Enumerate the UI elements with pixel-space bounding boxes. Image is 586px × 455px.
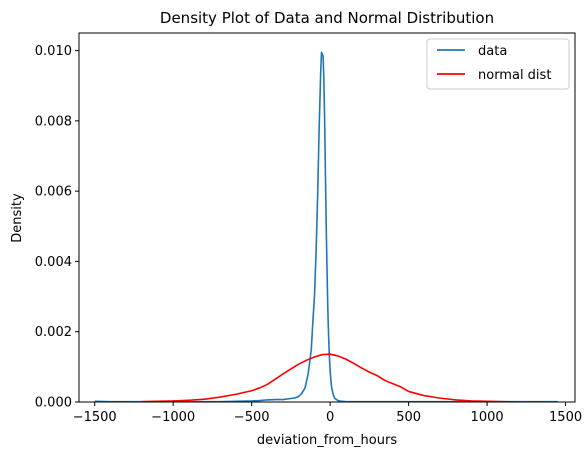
- x-tick-label: −1000: [151, 410, 195, 425]
- legend-label-normal-dist: normal dist: [478, 68, 551, 83]
- x-tick-label: −500: [234, 410, 270, 425]
- legend: data normal dist: [426, 38, 570, 90]
- x-axis-label: deviation_from_hours: [257, 433, 397, 448]
- y-axis: 0.000 0.002 0.004 0.006 0.008 0.010: [35, 44, 79, 411]
- y-tick-label: 0.010: [35, 44, 72, 59]
- y-tick-label: 0.000: [35, 396, 72, 411]
- series-line-normal-dist: [141, 353, 519, 402]
- x-tick-label: 500: [396, 410, 421, 425]
- y-tick-label: 0.006: [35, 185, 72, 200]
- plot-area: [78, 32, 576, 403]
- x-tick-label: 0: [326, 410, 334, 425]
- y-axis-label: Density: [10, 193, 25, 243]
- legend-box: [426, 38, 570, 90]
- plot-frame: [78, 32, 576, 403]
- legend-label-data: data: [478, 44, 507, 59]
- chart-title: Density Plot of Data and Normal Distribu…: [160, 9, 494, 27]
- x-tick-label: −1500: [73, 410, 117, 425]
- x-tick-label: 1000: [471, 410, 504, 425]
- y-tick-label: 0.004: [35, 255, 72, 270]
- x-tick-label: 1500: [549, 410, 582, 425]
- y-tick-label: 0.008: [35, 114, 72, 129]
- y-tick-label: 0.002: [35, 325, 72, 340]
- x-axis: −1500 −1000 −500 0 500 1000 1500: [73, 402, 582, 425]
